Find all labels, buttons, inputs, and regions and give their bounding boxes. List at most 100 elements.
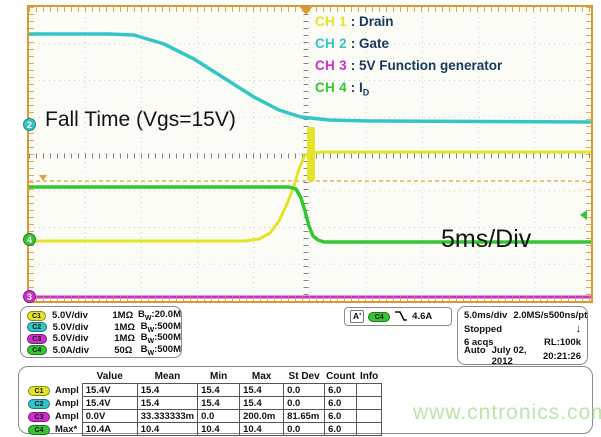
trigger-mode: Auto: [464, 345, 486, 357]
measurement-header-row: Value Mean Min Max St Dev Count Info: [25, 369, 382, 384]
measurement-row-c1: C1 Ampl 15.4V 15.4 15.4 15.4 0.0 6.0: [25, 383, 383, 397]
measurement-badge-c3[interactable]: C3: [28, 411, 50, 422]
channel-badge-c2[interactable]: C2: [27, 322, 47, 333]
fall-time-annotation: Fall Time (Vgs=15V): [45, 108, 236, 131]
channel-scale: 5.0A/div: [52, 344, 89, 356]
status-row: Stopped ↓: [464, 323, 581, 337]
channel-3-position-marker[interactable]: 3: [23, 290, 36, 303]
falling-edge-icon: [395, 311, 408, 321]
channel-badge-c1[interactable]: C1: [27, 310, 47, 321]
channel-bandwidth: BW:500M: [140, 320, 181, 334]
measurement-cell: 15.4V: [81, 383, 138, 397]
legend-item-3: CH 3 : 5V Function generator: [315, 58, 503, 73]
measurement-cell: 10.4: [136, 422, 199, 436]
channel-legend: CH 1 : Drain CH 2 : Gate CH 3 : 5V Functio…: [315, 11, 502, 104]
trigger-level-arrow-icon[interactable]: [580, 210, 587, 220]
trace-ch2-gate: [29, 32, 591, 124]
sample-rate: 2.0MS/s: [513, 310, 549, 322]
time-label: 20:21:26: [542, 350, 581, 362]
measurement-cell: 15.4: [197, 396, 241, 410]
measurement-cell: 6.0: [324, 396, 358, 410]
measurement-badge-c1[interactable]: C1: [28, 385, 50, 396]
measurement-cell: 10.4: [239, 422, 285, 436]
measurement-cell: 200.0m: [239, 409, 285, 423]
measurement-cell: [356, 422, 383, 436]
header-count: Count: [326, 370, 356, 382]
measurement-cell: 15.4: [136, 396, 199, 410]
measurement-name: Ampl: [55, 410, 79, 422]
channel-settings-box: C1 5.0V/div 1MΩ BW:20.0M C2 5.0V/div 1MΩ BW:500…: [20, 306, 182, 358]
acquisition-readout[interactable]: 5.0ms/div 2.0MS/s 500ns/pt Stopped ↓ 6 a…: [457, 306, 588, 367]
record-length: RL:100k: [544, 337, 581, 349]
header-max: Max: [251, 370, 272, 382]
channel-scale: 5.0V/div: [52, 310, 88, 322]
channel-badge-c4[interactable]: C4: [27, 345, 47, 356]
acquisition-count: 6 acqs: [464, 337, 494, 349]
legend-item-1: CH 1 : Drain: [315, 14, 394, 29]
measurement-cell: 10.4: [197, 422, 241, 436]
date-label: July 02, 2012: [491, 345, 527, 368]
measurement-name: Ampl: [55, 397, 79, 409]
measurement-table-container: Value Mean Min Max St Dev Count Info C1 Ampl 15.4…: [18, 366, 593, 436]
measurement-row-c2: C2 Ampl 15.4V 15.4 15.4 15.4 0.0 6.0: [25, 396, 383, 410]
header-value: Value: [96, 370, 123, 382]
measurement-cell: 0.0: [283, 422, 326, 436]
measurement-cell: 81.65m: [283, 409, 326, 423]
channel-scale: 5.0V/div: [52, 321, 89, 333]
timebase-annotation: 5ms/Div: [441, 225, 532, 253]
measurement-cell: [356, 409, 383, 423]
measurement-cell: 0.0: [197, 409, 241, 423]
trigger-level: 4.6A: [412, 311, 433, 322]
legend-item-4: CH 4 : ID: [315, 80, 370, 98]
channel-setting-row-c1: C1 5.0V/div 1MΩ BW:20.0M: [27, 309, 181, 323]
trace-burst: [307, 127, 315, 181]
channel-2-position-marker[interactable]: 2: [23, 118, 36, 131]
measurement-cell: [356, 396, 383, 410]
trigger-label: A': [350, 310, 365, 323]
acquisition-status: Stopped: [464, 323, 502, 335]
measurement-cell: 15.4: [197, 383, 241, 397]
header-st-dev: St Dev: [288, 370, 320, 382]
measurement-cell: 15.4V: [81, 396, 138, 410]
watermark: www.cntronics.com: [413, 401, 601, 424]
header-min: Min: [210, 370, 228, 382]
measurement-cell: [356, 383, 383, 397]
trace-ch4-id: [29, 185, 591, 244]
measurement-badge-c2[interactable]: C2: [28, 398, 50, 409]
measurement-cell: 0.0V: [81, 409, 138, 423]
measurement-name: Max*: [55, 423, 78, 435]
measurement-cell: 15.4: [239, 383, 285, 397]
measurement-cell: 6.0: [324, 409, 358, 423]
channel-setting-row-c2: C2 5.0V/div 1MΩ BW:500M: [27, 320, 181, 334]
measurement-row-c4: C4 Max* 10.4A 10.4 10.4 10.4 0.0 6.0: [25, 422, 383, 436]
channel-4-position-marker[interactable]: 4: [23, 233, 36, 246]
measurement-badge-c4[interactable]: C4: [28, 424, 50, 435]
trigger-position-marker-icon[interactable]: [300, 7, 312, 15]
acqs-row: 6 acqs RL:100k: [464, 336, 581, 350]
trigger-readout[interactable]: A' C4 4.6A: [344, 307, 452, 326]
measurement-row-c3: C3 Ampl 0.0V 33.333333m 0.0 200.0m 81.65m 6.0: [25, 409, 383, 423]
channel-setting-row-c4: C4 5.0A/div 50Ω BW:500M: [27, 344, 181, 357]
legend-item-2: CH 2 : Gate: [315, 36, 389, 51]
header-info: Info: [359, 370, 379, 382]
trigger-source-badge[interactable]: C4: [368, 311, 391, 322]
channel-coupling: 1MΩ: [114, 333, 136, 345]
channel-scale: 5.0V/div: [52, 333, 89, 345]
timebase-row: 5.0ms/div 2.0MS/s 500ns/pt: [464, 309, 587, 323]
reference-arrow-icon: [39, 175, 47, 181]
channel-coupling: 1MΩ: [112, 310, 134, 322]
measurement-cell: 0.0: [283, 383, 326, 397]
measurement-table: Value Mean Min Max St Dev Count Info C1 Ampl 15.4…: [25, 369, 383, 436]
channel-bandwidth: BW:20.0M: [137, 309, 181, 323]
measurement-cell: 15.4: [239, 396, 285, 410]
measurement-name: Ampl: [55, 384, 79, 396]
waveform-traces: [29, 7, 591, 301]
channel-setting-row-c3: C3 5.0V/div 1MΩ BW:500M: [27, 332, 181, 345]
measurement-cell: 6.0: [324, 383, 358, 397]
measurement-cell: 33.333333m: [136, 409, 199, 423]
measurement-cell: 6.0: [324, 422, 358, 436]
channel-badge-c3[interactable]: C3: [27, 333, 47, 344]
mode-row: Auto July 02, 2012 20:21:26: [464, 345, 581, 367]
measurement-cell: 10.4A: [81, 422, 138, 436]
